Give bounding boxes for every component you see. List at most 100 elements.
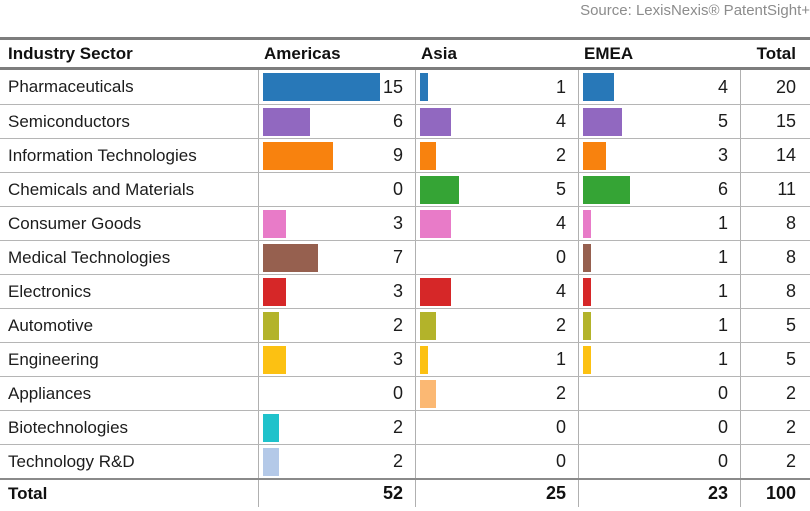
asia-value: 5 xyxy=(555,179,566,199)
table-row: Pharmaceuticals 15 1 4 20 xyxy=(0,70,810,104)
table-row: Appliances 0 2 0 2 xyxy=(0,376,810,410)
emea-cell: 1 xyxy=(578,207,740,240)
americas-bar xyxy=(263,243,318,272)
sector-label: Appliances xyxy=(8,383,92,403)
asia-bar xyxy=(420,277,451,306)
asia-bar xyxy=(420,107,451,136)
emea-bar xyxy=(583,141,606,170)
table-row: Electronics 3 4 1 8 xyxy=(0,274,810,308)
emea-value: 1 xyxy=(717,213,728,233)
row-total-value: 2 xyxy=(740,445,810,478)
americas-value: 2 xyxy=(392,451,403,471)
asia-cell: 4 xyxy=(415,207,578,240)
table-row: Consumer Goods 3 4 1 8 xyxy=(0,206,810,240)
header-total: Total xyxy=(756,43,796,63)
row-total-value: 2 xyxy=(740,377,810,410)
emea-cell: 5 xyxy=(578,105,740,138)
table-row: Technology R&D 2 0 0 2 xyxy=(0,444,810,478)
asia-cell: 2 xyxy=(415,139,578,172)
row-total-value: 15 xyxy=(740,105,810,138)
asia-value: 2 xyxy=(555,383,566,403)
emea-value: 6 xyxy=(717,179,728,199)
sector-label: Biotechnologies xyxy=(8,417,129,437)
table-row: Semiconductors 6 4 5 15 xyxy=(0,104,810,138)
asia-bar xyxy=(420,311,436,340)
row-total-value: 11 xyxy=(740,173,810,206)
americas-bar xyxy=(263,209,286,238)
asia-value: 0 xyxy=(555,417,566,437)
americas-cell: 3 xyxy=(258,275,415,308)
americas-value: 15 xyxy=(382,76,403,97)
asia-cell: 0 xyxy=(415,241,578,274)
sector-label: Medical Technologies xyxy=(8,247,171,267)
emea-bar xyxy=(583,107,622,136)
americas-bar xyxy=(263,345,286,374)
americas-cell: 7 xyxy=(258,241,415,274)
emea-value: 0 xyxy=(717,417,728,437)
americas-cell: 2 xyxy=(258,445,415,478)
emea-value: 1 xyxy=(717,349,728,369)
emea-cell: 1 xyxy=(578,275,740,308)
emea-bar xyxy=(583,175,630,204)
total-asia-value: 25 xyxy=(415,480,578,507)
sector-label: Information Technologies xyxy=(8,145,197,165)
asia-value: 1 xyxy=(555,76,566,97)
americas-value: 2 xyxy=(392,315,403,335)
table-row: Biotechnologies 2 0 0 2 xyxy=(0,410,810,444)
americas-value: 6 xyxy=(392,111,403,131)
americas-bar xyxy=(263,141,333,170)
row-total-value: 20 xyxy=(740,70,810,104)
asia-bar xyxy=(420,73,428,101)
emea-value: 3 xyxy=(717,145,728,165)
americas-value: 7 xyxy=(392,247,403,267)
asia-bar xyxy=(420,141,436,170)
emea-cell: 6 xyxy=(578,173,740,206)
sector-label: Consumer Goods xyxy=(8,213,142,233)
emea-bar xyxy=(583,311,591,340)
asia-value: 2 xyxy=(555,145,566,165)
header-americas: Americas xyxy=(264,43,341,63)
sector-label: Automotive xyxy=(8,315,94,335)
asia-bar xyxy=(420,379,436,408)
total-americas-value: 52 xyxy=(258,480,415,507)
asia-value: 2 xyxy=(555,315,566,335)
americas-cell: 0 xyxy=(258,173,415,206)
americas-cell: 2 xyxy=(258,411,415,444)
header-industry-sector: Industry Sector xyxy=(8,43,133,63)
emea-cell: 1 xyxy=(578,343,740,376)
asia-value: 4 xyxy=(555,213,566,233)
americas-value: 3 xyxy=(392,349,403,369)
emea-bar xyxy=(583,277,591,306)
americas-cell: 0 xyxy=(258,377,415,410)
emea-value: 4 xyxy=(717,76,728,97)
total-row-label: Total xyxy=(8,483,48,503)
emea-cell: 4 xyxy=(578,70,740,104)
emea-bar xyxy=(583,345,591,374)
row-total-value: 5 xyxy=(740,309,810,342)
sector-label: Chemicals and Materials xyxy=(8,179,195,199)
row-total-value: 5 xyxy=(740,343,810,376)
source-attribution: Source: LexisNexis® PatentSight+ xyxy=(580,2,810,19)
emea-cell: 0 xyxy=(578,377,740,410)
row-total-value: 2 xyxy=(740,411,810,444)
table-row: Automotive 2 2 1 5 xyxy=(0,308,810,342)
table-total-row: Total 52 25 23 100 xyxy=(0,478,810,507)
asia-value: 0 xyxy=(555,247,566,267)
asia-bar xyxy=(420,209,451,238)
sector-label: Technology R&D xyxy=(8,451,135,471)
americas-value: 3 xyxy=(392,281,403,301)
asia-value: 4 xyxy=(555,281,566,301)
americas-bar xyxy=(263,413,279,442)
table-header-row: Industry Sector Americas Asia EMEA Total xyxy=(0,40,810,70)
americas-bar xyxy=(263,73,380,101)
table-row: Chemicals and Materials 0 5 6 11 xyxy=(0,172,810,206)
table-row: Medical Technologies 7 0 1 8 xyxy=(0,240,810,274)
asia-cell: 5 xyxy=(415,173,578,206)
table-row: Engineering 3 1 1 5 xyxy=(0,342,810,376)
asia-bar xyxy=(420,345,428,374)
emea-bar xyxy=(583,209,591,238)
total-emea-value: 23 xyxy=(578,480,740,507)
emea-cell: 1 xyxy=(578,241,740,274)
americas-value: 3 xyxy=(392,213,403,233)
